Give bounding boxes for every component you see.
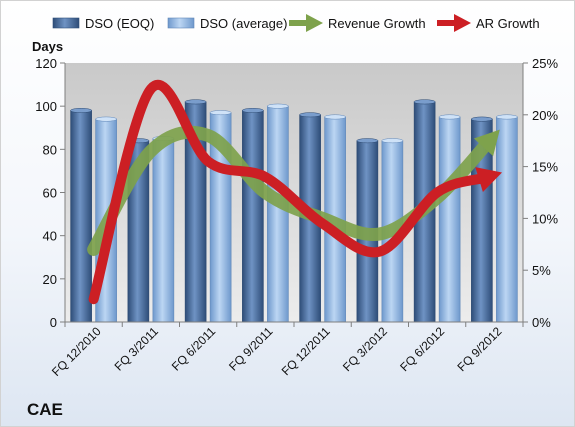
legend-label-dso-average: DSO (average) [200,16,287,31]
y-left-tick-label-2: 20 [43,272,57,287]
bar-dso-average-8 [496,114,518,323]
x-tick-label-5: FQ 12/2011 [279,324,333,378]
legend-swatch-dso-eoq [52,17,80,29]
y-right-tick-label-4: 15% [532,160,558,175]
y-left-tick-label-4: 60 [43,186,57,201]
y-left-tick-label-1: 0 [50,315,57,330]
y-axis-label: Days [32,39,63,54]
y-right-tick-label-3: 10% [532,211,558,226]
legend-swatch-ar-growth [437,14,471,32]
bar-dso-average-7 [438,114,461,323]
x-tick-label-1: FQ 12/2010 [49,324,104,379]
legend-label-revenue-growth: Revenue Growth [328,16,426,31]
bar-dso-average-4 [267,103,289,323]
y-right-tick-label-6: 25% [532,56,558,71]
x-tick-label-7: FQ 6/2012 [397,324,447,374]
legend: DSO (EOQ) DSO (average) Revenue Growth A… [52,14,540,32]
y-right-tick-label-1: 0% [532,315,551,330]
legend-label-dso-eoq: DSO (EOQ) [85,16,154,31]
series-line-ar-growth [88,80,503,305]
bars-layer [70,99,518,323]
legend-swatch-dso-average [167,17,195,29]
y-right-tick-label-5: 20% [532,108,558,123]
x-tick-label-2: FQ 3/2011 [112,324,162,374]
x-tick-label-6: FQ 3/2012 [340,324,390,374]
legend-label-ar-growth: AR Growth [476,16,540,31]
bar-dso-average-2 [152,136,175,323]
x-tick-label-4: FQ 9/2011 [226,324,276,374]
x-tick-label-3: FQ 6/2011 [169,324,219,374]
x-tick-label-8: FQ 9/2012 [455,324,505,374]
bar-dso-eoq-1 [70,108,92,323]
y-left-tick-label-5: 80 [43,142,57,157]
chart-title: CAE [27,400,63,419]
lines-layer [87,80,503,305]
legend-swatch-revenue-growth [289,14,323,32]
y-left-tick-label-7: 120 [35,56,57,71]
bar-dso-eoq-4 [242,108,264,323]
y-right-tick-label-2: 5% [532,263,551,278]
y-left-tick-label-3: 40 [43,229,57,244]
y-left-tick-label-6: 100 [35,99,57,114]
